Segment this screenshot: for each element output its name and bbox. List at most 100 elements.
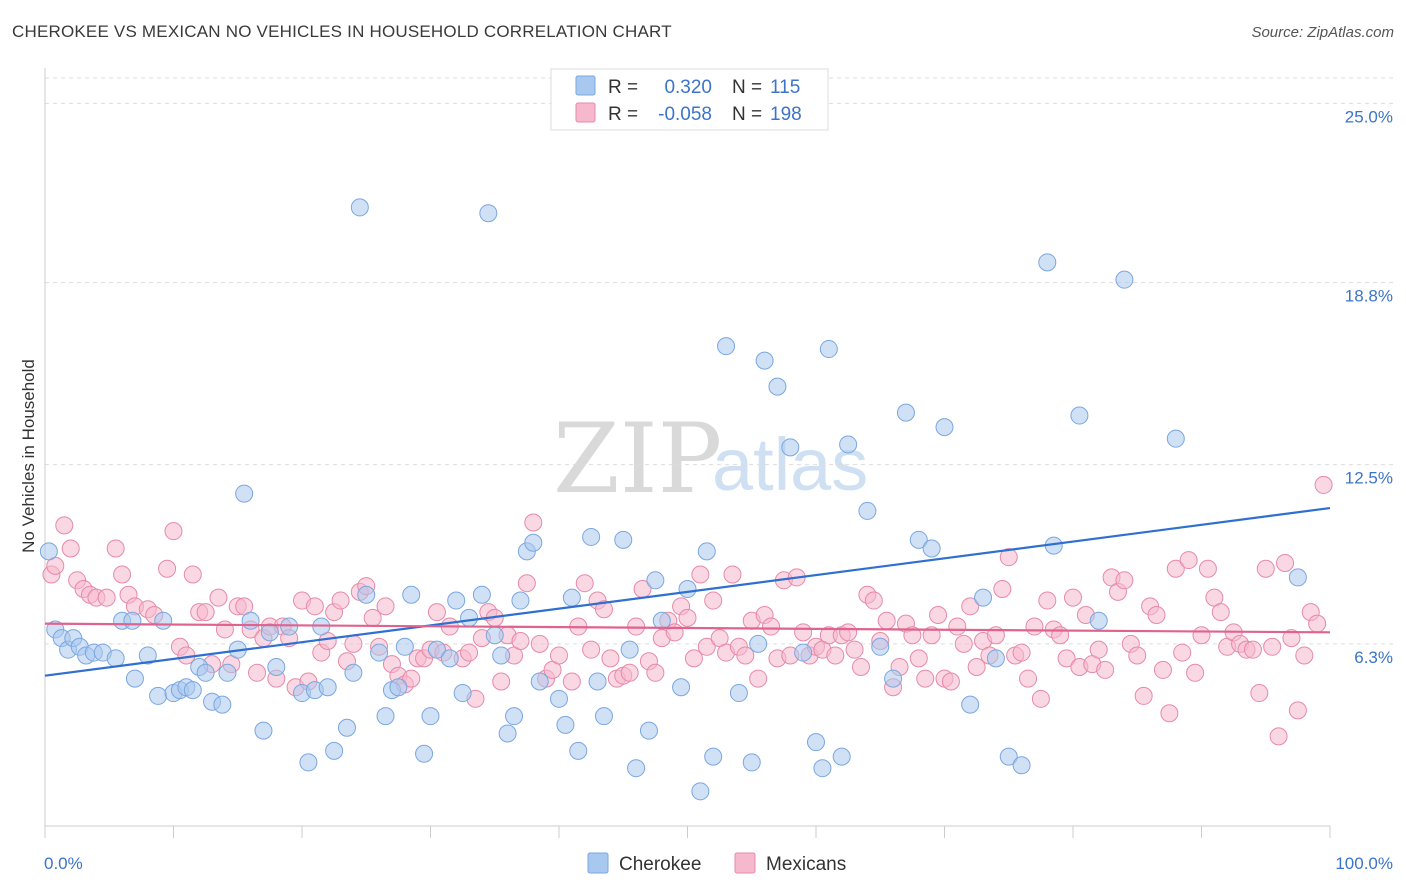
- point-mexicans-159: [1096, 660, 1115, 679]
- point-mexicans-149: [1031, 689, 1050, 708]
- point-mexicans-71: [524, 513, 543, 532]
- point-cherokee-48: [415, 744, 434, 763]
- point-cherokee-93: [819, 340, 838, 359]
- point-cherokee-110: [1070, 406, 1089, 425]
- point-mexicans-117: [826, 646, 845, 665]
- point-mexicans-146: [1012, 643, 1031, 662]
- y-axis-title: No Vehicles in Household: [19, 359, 38, 553]
- point-mexicans-169: [1160, 704, 1179, 723]
- point-cherokee-63: [524, 533, 543, 552]
- point-cherokee-27: [241, 611, 260, 630]
- point-mexicans-153: [1057, 649, 1076, 668]
- point-cherokee-65: [550, 689, 568, 708]
- point-mexicans-23: [209, 588, 228, 607]
- point-mexicans-97: [697, 637, 716, 656]
- point-mexicans-137: [954, 634, 973, 653]
- point-mexicans-133: [929, 605, 948, 624]
- point-cherokee-57: [485, 626, 504, 645]
- point-cherokee-56: [479, 204, 498, 223]
- point-mexicans-89: [646, 663, 665, 682]
- bottom-legend-swatch-mexicans: [734, 852, 756, 874]
- point-mexicans-177: [1211, 603, 1230, 622]
- point-cherokee-51: [440, 649, 459, 668]
- legend-r-value-1: 0.320: [664, 77, 712, 98]
- point-mexicans-187: [1276, 553, 1295, 572]
- point-cherokee-92: [813, 759, 832, 778]
- point-cherokee-23: [213, 695, 232, 714]
- point-mexicans-131: [916, 669, 935, 688]
- point-mexicans-70: [517, 574, 536, 593]
- point-cherokee-37: [325, 741, 344, 760]
- point-cherokee-79: [678, 579, 697, 598]
- point-cherokee-113: [1166, 429, 1185, 448]
- point-mexicans-184: [1256, 559, 1275, 578]
- point-cherokee-97: [871, 637, 890, 656]
- point-cherokee-114: [1288, 568, 1307, 587]
- point-mexicans-186: [1269, 727, 1288, 746]
- point-cherokee-99: [896, 403, 915, 422]
- point-cherokee-30: [267, 658, 286, 677]
- point-cherokee-50: [427, 640, 446, 659]
- point-mexicans-81: [594, 600, 613, 619]
- point-cherokee-59: [498, 724, 517, 743]
- point-cherokee-91: [807, 733, 825, 752]
- point-mexicans-9: [106, 539, 125, 558]
- point-mexicans-143: [993, 579, 1012, 598]
- point-mexicans-144: [999, 548, 1018, 567]
- point-cherokee-9: [106, 649, 125, 668]
- point-cherokee-49: [421, 707, 440, 726]
- point-cherokee-60: [505, 707, 524, 726]
- point-cherokee-46: [395, 637, 414, 656]
- point-mexicans-61: [460, 643, 479, 662]
- point-mexicans-66: [492, 672, 511, 691]
- point-cherokee-96: [858, 501, 877, 520]
- legend-n-value-2: 198: [770, 104, 802, 125]
- point-mexicans-192: [1308, 614, 1327, 633]
- point-mexicans-76: [562, 672, 581, 691]
- point-mexicans-103: [736, 646, 755, 665]
- point-cherokee-106: [999, 747, 1018, 766]
- point-mexicans-162: [1115, 571, 1134, 590]
- point-mexicans-105: [749, 669, 768, 688]
- point-mexicans-152: [1051, 626, 1070, 645]
- point-mexicans-95: [684, 649, 703, 668]
- point-mexicans-130: [909, 649, 928, 668]
- point-mexicans-188: [1282, 629, 1301, 648]
- point-cherokee-28: [254, 721, 273, 740]
- point-cherokee-74: [627, 759, 646, 778]
- point-cherokee-78: [672, 678, 691, 697]
- point-mexicans-24: [215, 620, 234, 639]
- point-mexicans-136: [948, 617, 967, 636]
- legend-r-label-2: R =: [608, 104, 638, 125]
- point-cherokee-82: [704, 747, 723, 766]
- point-cherokee-12: [125, 669, 144, 688]
- point-mexicans-42: [331, 591, 350, 610]
- point-cherokee-80: [691, 782, 710, 801]
- y-tick-label-0: 6.3%: [1354, 648, 1393, 667]
- bottom-legend-label-mexicans: Mexicans: [766, 854, 846, 875]
- point-cherokee-102: [935, 418, 954, 437]
- point-cherokee-64: [530, 672, 549, 691]
- point-cherokee-52: [447, 591, 466, 610]
- point-cherokee-86: [749, 634, 768, 653]
- point-mexicans-21: [196, 603, 215, 622]
- data-points: [39, 198, 1333, 801]
- legend-n-value-1: 115: [770, 77, 800, 98]
- point-mexicans-158: [1089, 640, 1108, 659]
- point-cherokee-31: [280, 617, 299, 636]
- correlation-legend: R = 0.320 N = 115 R = -0.058 N = 198: [550, 68, 829, 131]
- point-cherokee-95: [839, 435, 858, 454]
- point-cherokee-76: [646, 571, 665, 590]
- point-mexicans-123: [864, 591, 883, 610]
- point-mexicans-78: [575, 574, 594, 593]
- point-cherokee-24: [218, 663, 237, 682]
- point-cherokee-21: [196, 663, 215, 682]
- point-cherokee-45: [389, 678, 408, 697]
- point-mexicans-3: [61, 539, 80, 558]
- point-cherokee-15: [154, 611, 173, 630]
- point-cherokee-66: [556, 715, 575, 734]
- y-tick-label-2: 18.8%: [1345, 287, 1393, 306]
- legend-r-label-1: R =: [608, 77, 638, 98]
- point-cherokee-81: [697, 542, 716, 561]
